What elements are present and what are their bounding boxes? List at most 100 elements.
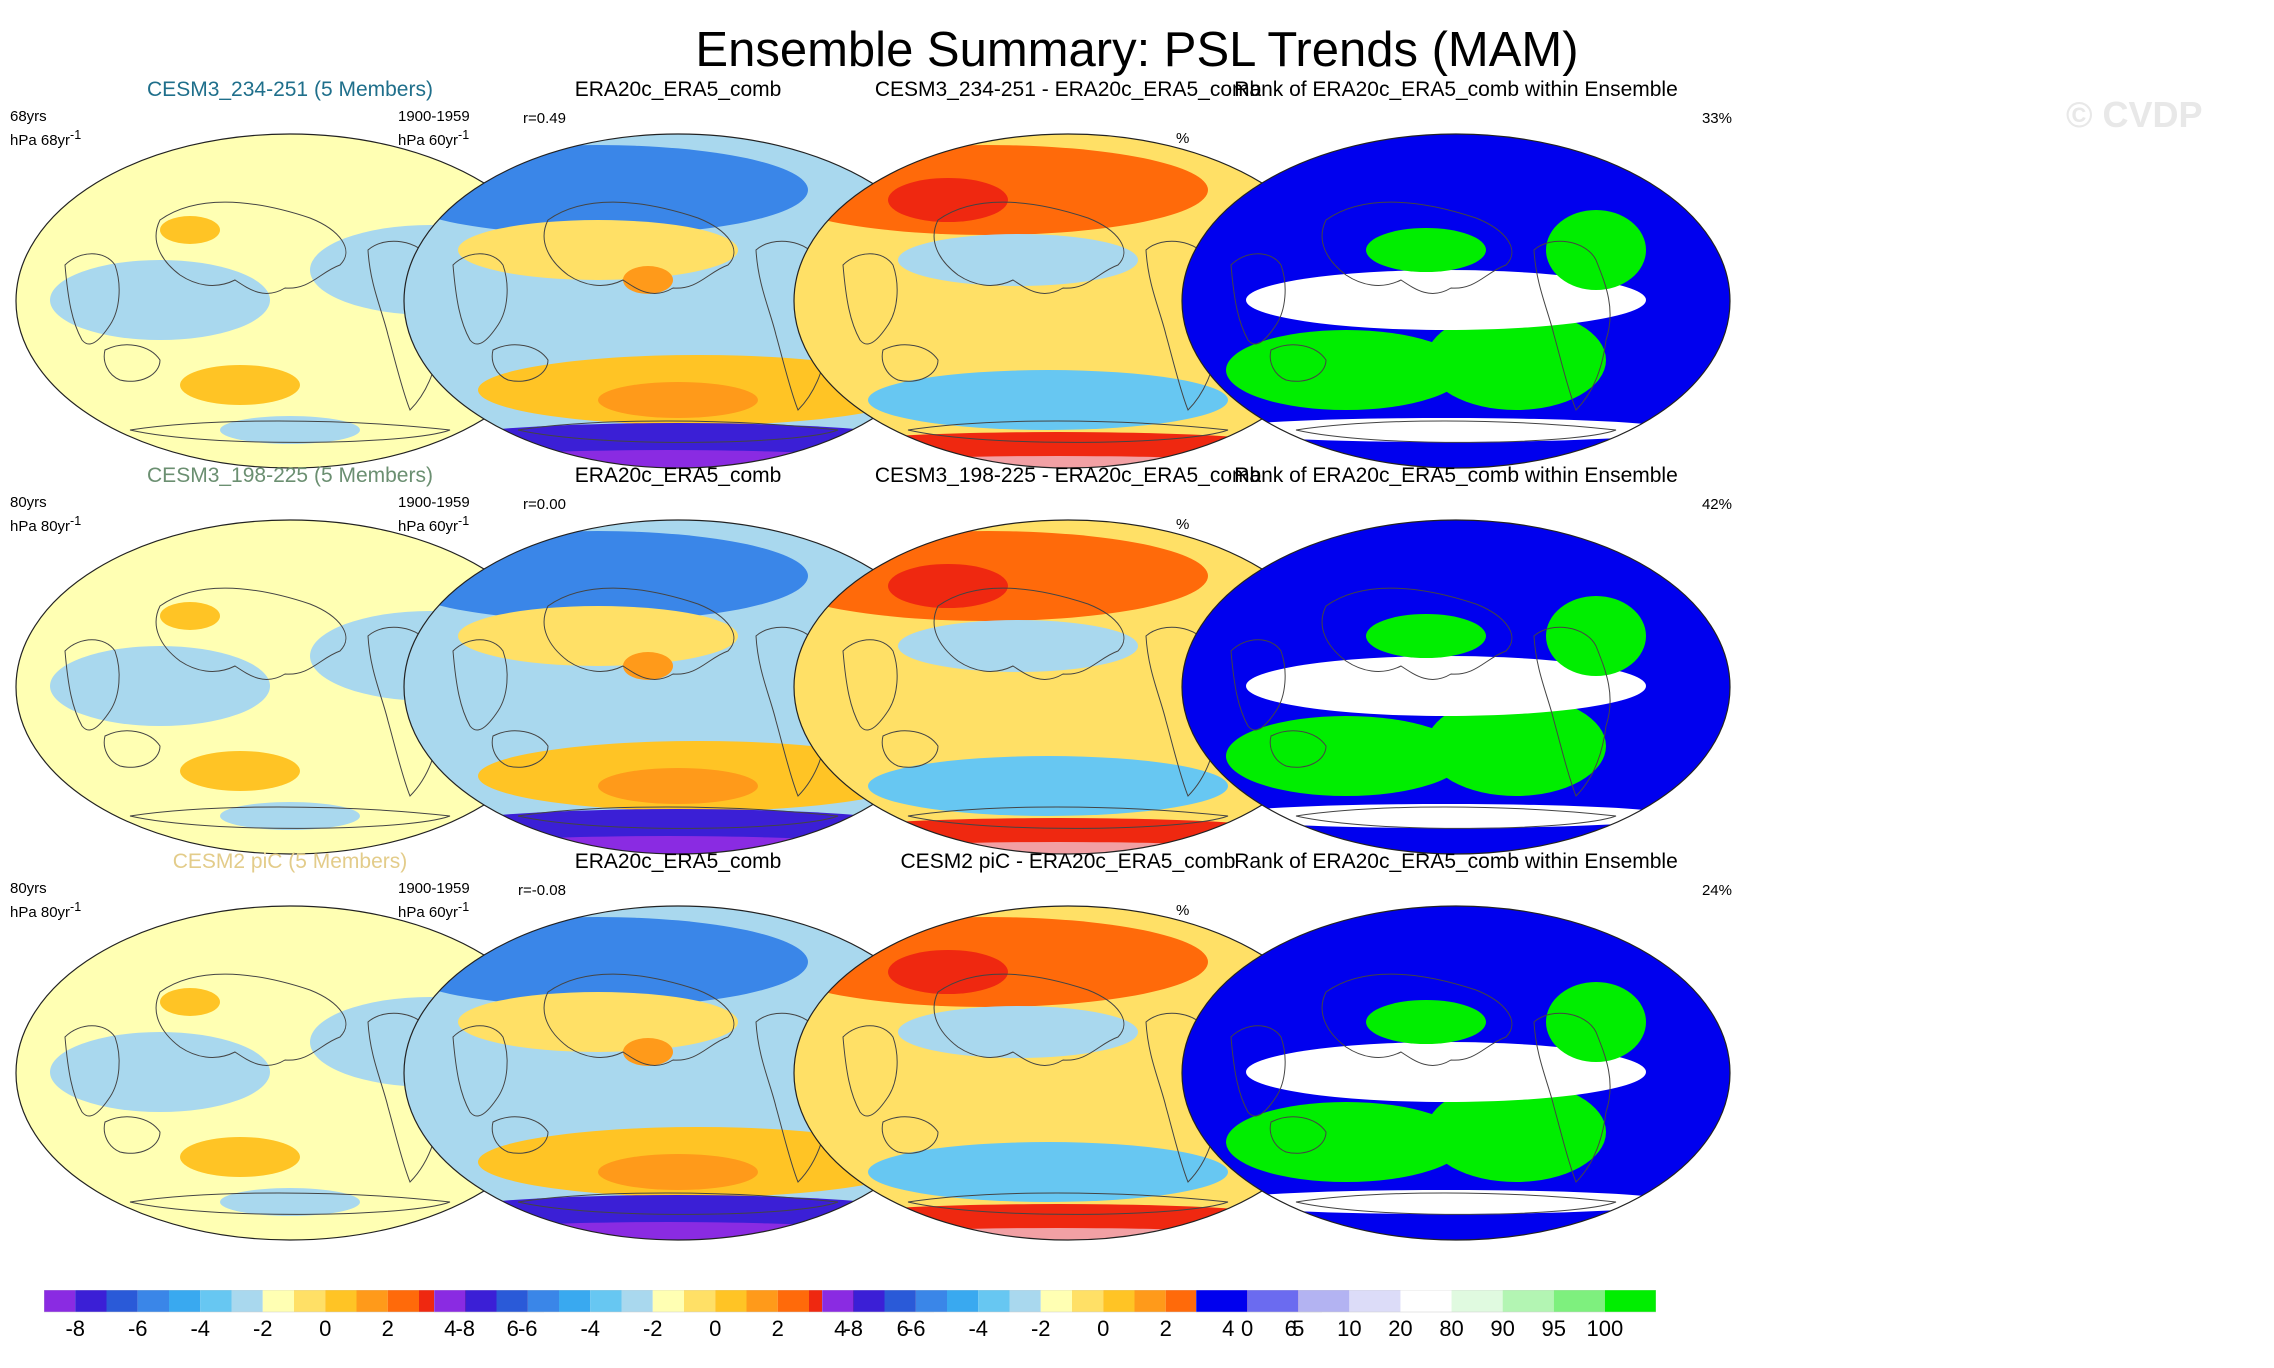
colorbar-tick-label: -4	[968, 1316, 988, 1341]
colorbar-swatch	[652, 1290, 684, 1312]
coastline	[1533, 626, 1611, 797]
coastline	[129, 806, 451, 829]
colorbar-tick-label: 100	[1587, 1316, 1624, 1341]
trend-region	[598, 382, 758, 418]
coastline	[155, 587, 347, 680]
trend-region	[50, 1032, 270, 1112]
rank-region	[1216, 418, 1676, 442]
coastlines	[1230, 973, 1617, 1215]
colorbar-swatch	[356, 1290, 388, 1312]
panel-rank: Rank of ERA20c_ERA5_comb within Ensemble…	[1176, 78, 1736, 469]
trend-region	[898, 234, 1138, 286]
colorbar-tick-label: 5	[1292, 1316, 1304, 1341]
units-label: hPa 80yr-1	[10, 514, 82, 535]
panel-title: CESM3_234-251 (5 Members)	[147, 78, 433, 101]
trend-region	[888, 178, 1008, 222]
trend-region	[160, 216, 220, 244]
colorbar-swatch	[884, 1290, 916, 1312]
panel-title: Rank of ERA20c_ERA5_comb within Ensemble	[1234, 78, 1678, 101]
trend-region	[458, 992, 738, 1052]
trend-region	[220, 416, 360, 444]
coastline	[1269, 1116, 1327, 1154]
coastline	[881, 1116, 939, 1154]
colorbar-tick-label: -8	[843, 1316, 863, 1341]
colorbar-swatch	[822, 1290, 854, 1312]
coastline	[1230, 639, 1286, 731]
coastline	[543, 201, 735, 294]
panel-title: CESM2 piC (5 Members)	[172, 850, 408, 873]
trend-region	[623, 652, 673, 680]
colorbar-tick-label: 0	[709, 1316, 721, 1341]
colorbar-swatch	[1400, 1290, 1452, 1312]
coastline	[1230, 253, 1286, 345]
trend-region	[180, 751, 300, 791]
colorbar-swatch	[777, 1290, 809, 1312]
rank-region	[1246, 656, 1646, 716]
panel-info: 80yrs hPa 80yr-1	[10, 880, 81, 922]
map-obs	[403, 519, 953, 855]
period-label: 80yrs	[10, 494, 47, 511]
pattern-correlation: r=-0.08	[518, 882, 566, 899]
coastline	[64, 639, 120, 731]
units-label: hPa 80yr-1	[10, 900, 82, 921]
colorbar-swatch	[325, 1290, 357, 1312]
units-label: hPa 60yr-1	[398, 514, 470, 535]
colorbar-swatch	[294, 1290, 326, 1312]
coastline	[452, 253, 508, 345]
rank-region	[1546, 210, 1646, 290]
coastlines	[64, 587, 451, 829]
panel-info: 1900-1959 hPa 60yr-1	[398, 880, 470, 922]
panel-diff: CESM3_198-225 - ERA20c_ERA5_comb	[788, 464, 1348, 855]
coastlines	[1230, 201, 1617, 443]
colorbar-swatch	[75, 1290, 107, 1312]
colorbar-tick-label: 6	[507, 1316, 519, 1341]
map-rank	[1181, 905, 1731, 1241]
map-rank	[1181, 133, 1731, 469]
trend-region	[868, 756, 1228, 816]
coastline	[103, 730, 161, 768]
panel-title: CESM2 piC - ERA20c_ERA5_comb	[900, 850, 1236, 873]
rank-region	[1546, 596, 1646, 676]
coastline	[543, 973, 735, 1066]
colorbar-tick-label: 4	[1222, 1316, 1234, 1341]
colorbar-swatch	[1247, 1290, 1299, 1312]
map-obs	[403, 905, 953, 1241]
coastline	[452, 639, 508, 731]
coastline	[543, 587, 735, 680]
colorbar-swatch	[1009, 1290, 1041, 1312]
units-exponent: -1	[458, 900, 470, 914]
trend-region	[50, 260, 270, 340]
rank-region	[1246, 1042, 1646, 1102]
units-exponent: -1	[70, 514, 82, 528]
trend-region	[50, 646, 270, 726]
colorbar-swatch	[262, 1290, 294, 1312]
coastline	[517, 420, 839, 443]
colorbar-tick-label: -8	[65, 1316, 85, 1341]
coastline	[64, 253, 120, 345]
panel-info: 1900-1959 hPa 60yr-1	[398, 494, 470, 536]
colorbar-tick-label: 95	[1542, 1316, 1566, 1341]
coastline	[1533, 1012, 1611, 1183]
colorbar-tick-label: 2	[772, 1316, 784, 1341]
colorbar-tick-label: -8	[455, 1316, 475, 1341]
panel-diff: CESM2 piC - ERA20c_ERA5_comb	[788, 850, 1348, 1241]
map-border	[1181, 905, 1731, 1241]
units-label: hPa 60yr-1	[398, 900, 470, 921]
panel-title: ERA20c_ERA5_comb	[574, 464, 782, 487]
colorbar-swatch	[1072, 1290, 1104, 1312]
panel-title: Rank of ERA20c_ERA5_comb within Ensemble	[1234, 464, 1678, 487]
colorbar-rank: 0 5 10 20 80 90 95 100	[1195, 1289, 1657, 1360]
coastline	[907, 420, 1229, 443]
coastline	[1321, 587, 1513, 680]
panel-obs: ERA20c_ERA5_comb 1900-1959 hPa 60yr-1	[398, 850, 958, 1241]
period-label: 80yrs	[10, 880, 47, 897]
panel-info: 1900-1959 hPa 60yr-1	[398, 108, 470, 150]
units-exponent: -1	[458, 514, 470, 528]
colorbar-tick-label: 2	[1160, 1316, 1172, 1341]
colorbar-tick-label: 4	[834, 1316, 846, 1341]
colorbar-swatch	[1103, 1290, 1135, 1312]
panel-title: ERA20c_ERA5_comb	[574, 850, 782, 873]
trend-region	[180, 365, 300, 405]
colorbar-tick-label: 90	[1490, 1316, 1514, 1341]
colorbar-tick-label: 2	[382, 1316, 394, 1341]
